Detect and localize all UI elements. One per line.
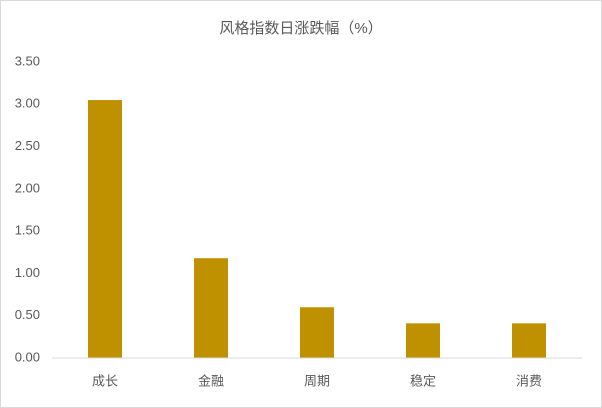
bar bbox=[88, 100, 122, 359]
y-tick-label: 2.50 bbox=[15, 138, 40, 153]
bar bbox=[300, 307, 334, 358]
x-tick-label: 成长 bbox=[92, 373, 118, 388]
x-tick-label: 稳定 bbox=[410, 373, 436, 388]
bar bbox=[512, 323, 546, 358]
y-tick-label: 2.00 bbox=[15, 180, 40, 195]
bar bbox=[194, 258, 228, 358]
y-tick-label: 1.50 bbox=[15, 223, 40, 238]
bar bbox=[406, 323, 440, 358]
y-tick-label: 0.50 bbox=[15, 307, 40, 322]
x-tick-label: 金融 bbox=[198, 373, 224, 388]
x-tick-label: 周期 bbox=[304, 373, 330, 388]
x-tick-label: 消费 bbox=[516, 373, 542, 388]
y-tick-label: 0.00 bbox=[15, 349, 40, 364]
y-tick-label: 3.00 bbox=[15, 96, 40, 111]
y-tick-label: 3.50 bbox=[15, 53, 40, 68]
chart-title: 风格指数日涨跌幅（%） bbox=[219, 20, 382, 37]
y-tick-label: 1.00 bbox=[15, 265, 40, 280]
